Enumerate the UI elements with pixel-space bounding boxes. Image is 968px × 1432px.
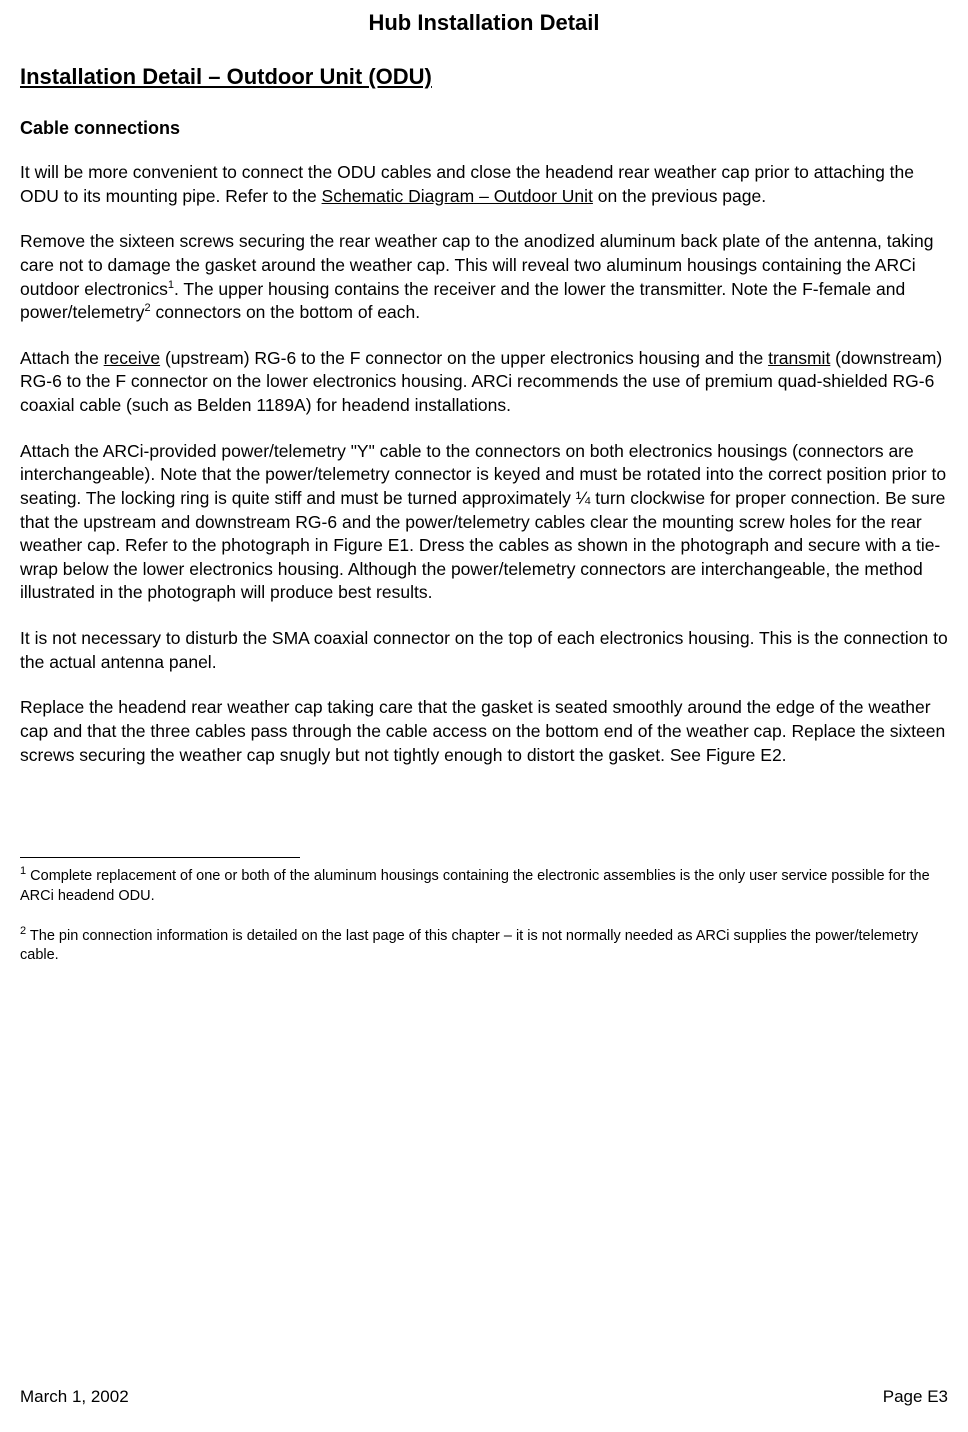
paragraph-6: Replace the headend rear weather cap tak… [20, 696, 948, 767]
paragraph-5: It is not necessary to disturb the SMA c… [20, 627, 948, 674]
footnote1-text: Complete replacement of one or both of t… [20, 868, 930, 904]
para3-text-b: (upstream) RG-6 to the F connector on th… [160, 348, 768, 368]
page-footer: March 1, 2002 Page E3 [20, 1387, 948, 1407]
footer-page: Page E3 [883, 1387, 948, 1407]
section-heading: Installation Detail – Outdoor Unit (ODU) [20, 64, 948, 90]
para1-text-b: on the previous page. [593, 186, 766, 206]
footer-date: March 1, 2002 [20, 1387, 129, 1407]
footnote-1: 1 Complete replacement of one or both of… [20, 864, 948, 906]
para3-underline-1: receive [104, 348, 160, 368]
footnote-2: 2 The pin connection information is deta… [20, 924, 948, 966]
subsection-heading: Cable connections [20, 118, 948, 139]
para2-text-c: connectors on the bottom of each. [151, 302, 420, 322]
paragraph-3: Attach the receive (upstream) RG-6 to th… [20, 347, 948, 418]
paragraph-1: It will be more convenient to connect th… [20, 161, 948, 208]
paragraph-2: Remove the sixteen screws securing the r… [20, 230, 948, 325]
page-title: Hub Installation Detail [20, 10, 948, 36]
paragraph-4: Attach the ARCi-provided power/telemetry… [20, 440, 948, 605]
para1-link: Schematic Diagram – Outdoor Unit [322, 186, 593, 206]
footnote2-text: The pin connection information is detail… [20, 928, 918, 964]
footnote-separator [20, 857, 300, 858]
para3-text-a: Attach the [20, 348, 104, 368]
para3-underline-2: transmit [768, 348, 830, 368]
